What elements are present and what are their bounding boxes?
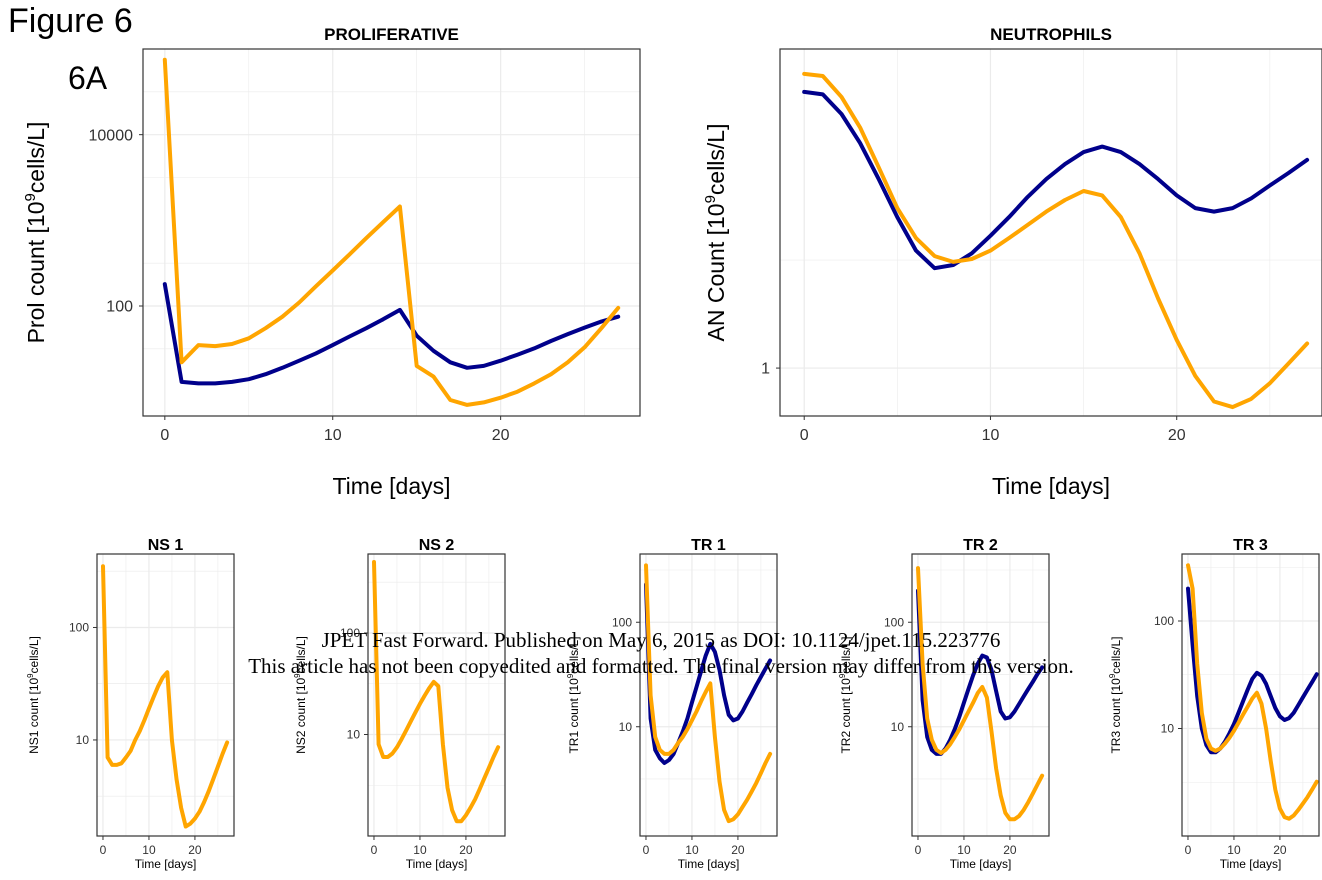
chart-title: NEUTROPHILS [990,25,1112,44]
series-line-2 [802,71,1310,410]
gridlines [97,554,234,836]
chart-ns2: NS 2 0 10 20 10 100 Time [days] NS2 count [109c… [293,537,506,871]
gridlines [640,554,777,836]
series-line-1 [101,564,230,829]
y-tick-label: 1 [761,361,770,378]
x-tick-label: 10 [142,843,156,857]
chart-tr2: TR 2 0 10 20 10 100 Time [days] TR2 count [109c… [838,537,1050,871]
plot-frame [96,553,235,837]
panel-label: 6A [68,60,108,96]
y-tick-label: 100 [106,299,133,316]
plot-frame [142,48,641,417]
plot-frame [1181,553,1320,837]
x-tick-label: 0 [643,843,650,857]
x-axis-label: Time [days] [678,857,740,871]
plot-frame [779,48,1322,417]
y-tick-label: 100 [1154,614,1174,628]
y-axis-label: NS1 count [109cells/L] [26,636,41,754]
x-axis-label: Time [days] [1220,857,1282,871]
y-tick-label: 10 [619,720,633,734]
chart-title: TR 3 [1233,537,1268,554]
chart-title: PROLIFERATIVE [324,25,459,44]
x-tick-label: 0 [371,843,378,857]
y-tick-label: 10 [891,720,905,734]
y-tick-label: 100 [884,615,904,629]
figure-title: Figure 6 [8,2,133,40]
watermark-line-1: JPET Fast Forward. Published on May 6, 2… [321,628,1001,652]
x-tick-label: 10 [413,843,427,857]
series-line-1 [1186,586,1319,755]
x-tick-label: 0 [1185,843,1192,857]
x-axis-label: Time [days] [950,857,1012,871]
x-tick-label: 0 [915,843,922,857]
series-line-2 [1186,563,1319,821]
gridlines [912,554,1049,836]
x-tick-label: 10 [1227,843,1241,857]
series-line-2 [162,57,621,407]
y-axis-label: AN Count [109cells/L] [702,124,729,342]
plot-frame [911,553,1050,837]
chart-neutrophils: NEUTROPHILS 0 10 20 1 Time [days] AN Count [10… [702,25,1322,499]
series-line-1 [644,582,773,765]
series-line-1 [916,588,1045,756]
series-line-1 [802,89,1310,271]
y-axis-label: TR2 count [109cells/L] [838,636,853,753]
plot-frame [639,553,778,837]
series-line-2 [916,566,1045,822]
gridlines [1182,554,1319,836]
series-line-1 [162,282,621,386]
chart-tr3: TR 3 0 10 20 10 100 Time [days] TR3 count [109c… [1108,537,1320,871]
y-axis-label: NS2 count [109cells/L] [293,636,308,754]
x-tick-label: 20 [731,843,745,857]
y-tick-label: 10 [347,728,361,742]
y-tick-label: 100 [612,615,632,629]
x-tick-label: 0 [100,843,107,857]
x-tick-label: 20 [1273,843,1287,857]
gridlines [368,554,505,836]
chart-title: TR 2 [963,537,998,554]
chart-title: NS 1 [148,537,184,554]
series-line-2 [644,563,773,824]
x-tick-label: 10 [982,427,1000,444]
x-tick-label: 10 [324,427,342,444]
x-tick-label: 20 [492,427,510,444]
series-line-1 [372,560,501,824]
y-tick-label: 100 [340,626,360,640]
x-axis-label: Time [days] [992,473,1110,499]
gridlines [143,49,640,416]
x-tick-label: 10 [957,843,971,857]
y-tick-label: 100 [69,621,89,635]
chart-ns1: NS 1 0 10 20 10 100 Time [days] NS1 count [109c… [26,537,235,871]
x-tick-label: 0 [800,427,809,444]
x-axis-label: Time [days] [135,857,197,871]
y-tick-label: 10 [76,733,90,747]
y-tick-label: 10 [1161,722,1175,736]
chart-tr1: TR 1 0 10 20 10 100 Time [days] TR1 count [109c… [566,537,778,871]
chart-title: TR 1 [691,537,726,554]
x-tick-label: 20 [1003,843,1017,857]
y-axis-label: TR1 count [109cells/L] [566,636,581,753]
x-tick-label: 20 [1168,427,1186,444]
chart-proliferative: PROLIFERATIVE 0 10 20 100 10000 Time [days] Pro… [22,25,641,499]
x-tick-label: 0 [160,427,169,444]
y-tick-label: 10000 [89,127,134,144]
y-axis-label: Prol count [109cells/L] [22,122,49,344]
chart-title: NS 2 [419,537,455,554]
watermark-line-2: This article has not been copyedited and… [248,654,1074,678]
x-axis-label: Time [days] [332,473,450,499]
x-tick-label: 10 [685,843,699,857]
x-tick-label: 20 [459,843,473,857]
gridlines [780,49,1322,416]
x-axis-label: Time [days] [406,857,468,871]
y-axis-label: TR3 count [109cells/L] [1108,636,1123,753]
x-tick-label: 20 [188,843,202,857]
plot-frame [367,553,506,837]
